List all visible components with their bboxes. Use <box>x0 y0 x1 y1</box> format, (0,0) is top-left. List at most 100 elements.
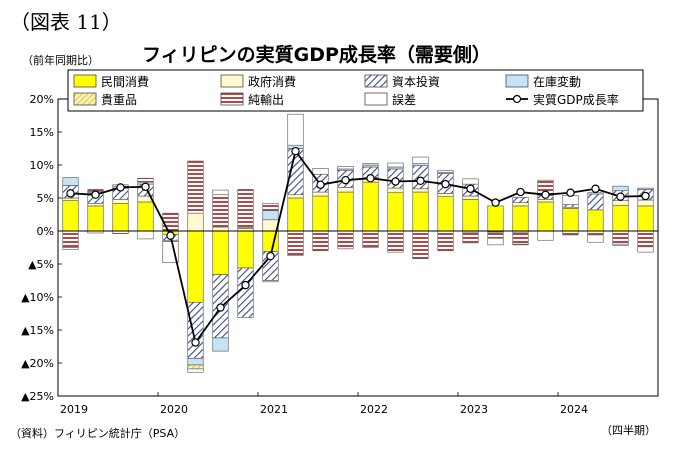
bar-pc-2019Q3 <box>112 202 129 232</box>
x-year-label: 2021 <box>260 403 288 416</box>
bar-pc-2020Q4 <box>237 230 254 269</box>
bar-inv-2019Q1 <box>62 177 79 186</box>
bar-nx-2023Q1 <box>462 232 479 244</box>
y-tick-label: 0% <box>37 225 54 238</box>
y-tick-label: 20% <box>30 93 54 106</box>
bar-gc-2023Q4 <box>537 199 554 203</box>
bar-nx-2023Q3 <box>512 232 529 245</box>
legend-swatch-ci <box>364 74 388 88</box>
bar-pc-2019Q4 <box>137 201 154 232</box>
bar-ci-2020Q4 <box>237 267 254 318</box>
legend-swatch-val <box>73 92 97 106</box>
gdp-point-2022Q2 <box>391 177 400 186</box>
y-tick-label: ▲20% <box>21 357 54 370</box>
bar-val-2020Q2 <box>187 364 204 370</box>
bar-err-2023Q4 <box>537 230 554 241</box>
legend-label-inv: 在庫変動 <box>533 74 581 89</box>
gdp-point-2024Q2 <box>591 184 600 193</box>
bar-ci-2023Q3 <box>512 197 529 203</box>
bar-err-2024Q4 <box>637 246 654 253</box>
y-tick-label: ▲15% <box>21 324 54 337</box>
gdp-point-2021Q2 <box>291 146 300 156</box>
legend-label-pc: 民間消費 <box>101 74 149 89</box>
bar-nx-2021Q1 <box>262 202 279 211</box>
bar-gc-2019Q3 <box>112 199 129 204</box>
gdp-point-2020Q1 <box>166 231 175 240</box>
bar-err-2020Q3 <box>212 189 229 196</box>
bar-nx-2020Q2 <box>187 160 204 214</box>
gdp-point-2020Q3 <box>216 303 225 312</box>
bar-inv-2024Q3 <box>612 185 629 192</box>
gdp-point-2023Q3 <box>516 187 525 197</box>
bar-nx-2022Q4 <box>437 230 454 252</box>
bar-err-2019Q4 <box>137 230 154 240</box>
bar-nx-2021Q3 <box>312 230 329 252</box>
bar-nx-2020Q4 <box>237 189 254 228</box>
bar-gc-2021Q3 <box>312 191 329 197</box>
bar-err-2022Q1 <box>362 163 379 166</box>
legend-swatch-pc <box>73 74 97 88</box>
bar-pc-2024Q4 <box>637 205 654 232</box>
bar-inv-2024Q4 <box>637 187 654 190</box>
bar-err-2021Q2 <box>287 113 304 146</box>
x-year-label: 2023 <box>460 403 488 416</box>
bar-nx-2019Q4 <box>137 177 154 183</box>
gdp-point-2024Q1 <box>566 188 575 197</box>
bar-err-2022Q2 <box>387 162 404 168</box>
bar-err-2024Q3 <box>612 243 629 246</box>
bar-nx-2021Q4 <box>337 230 354 250</box>
gdp-point-2023Q2 <box>491 198 500 207</box>
bar-err-2023Q2 <box>487 237 504 246</box>
bar-nx-2021Q2 <box>287 230 304 256</box>
legend-box <box>67 69 644 112</box>
bar-err-2023Q1 <box>462 178 479 185</box>
bar-pc-2023Q1 <box>462 199 479 232</box>
bar-ci-2020Q2 <box>187 301 204 359</box>
bar-pc-2022Q3 <box>412 191 429 232</box>
y-tick-label: ▲10% <box>21 291 54 304</box>
gdp-point-2019Q1 <box>66 189 75 198</box>
legend-marker-gdp <box>512 94 522 104</box>
bar-pc-2022Q4 <box>437 196 454 232</box>
legend-label-gc: 政府消費 <box>248 74 296 89</box>
unit-label: （前年同期比） <box>22 54 99 67</box>
gdp-point-2019Q2 <box>91 190 100 199</box>
x-year-label: 2019 <box>60 403 88 416</box>
bar-gc-2024Q4 <box>637 199 654 207</box>
gdp-point-2021Q4 <box>341 175 350 185</box>
bar-inv-2020Q3 <box>212 337 229 352</box>
y-tick-label: 5% <box>37 192 54 205</box>
legend-swatch-inv <box>505 74 529 88</box>
gdp-point-2019Q4 <box>141 182 150 191</box>
bar-gc-2022Q4 <box>437 193 454 197</box>
bar-pc-2023Q4 <box>537 201 554 232</box>
bar-pc-2019Q2 <box>87 205 104 232</box>
gdp-point-2023Q1 <box>466 184 475 193</box>
gdp-point-2023Q4 <box>541 190 550 199</box>
bar-ci-2024Q2 <box>587 193 604 211</box>
plot-area <box>57 98 659 397</box>
legend-label-err: 誤差 <box>392 92 416 107</box>
legend-label-ci: 資本投資 <box>392 74 440 89</box>
bar-err-2020Q1 <box>162 241 179 263</box>
bar-nx-2020Q1 <box>162 212 179 231</box>
period-label: （四半期） <box>601 424 656 437</box>
bar-gc-2019Q1 <box>62 197 79 201</box>
source-label: （資料）フィリピン統計庁（PSA） <box>10 427 186 440</box>
bar-pc-2022Q2 <box>387 192 404 232</box>
legend-label-val: 貴重品 <box>101 93 137 107</box>
bar-pc-2020Q3 <box>212 230 229 275</box>
y-tick-label: ▲25% <box>21 390 54 403</box>
legend-label-gdp: 実質GDP成長率 <box>533 92 619 107</box>
bar-gc-2023Q3 <box>512 202 529 207</box>
bar-nx-2022Q2 <box>387 230 404 253</box>
gdp-point-2022Q3 <box>416 176 425 186</box>
gdp-point-2024Q4 <box>641 191 650 201</box>
bar-gc-2022Q3 <box>412 188 429 193</box>
bar-nx-2024Q3 <box>612 230 629 245</box>
bar-gc-2022Q2 <box>387 187 404 194</box>
x-year-label: 2022 <box>360 403 388 416</box>
bar-err-2023Q3 <box>512 243 529 246</box>
gdp-point-2021Q1 <box>266 251 275 261</box>
